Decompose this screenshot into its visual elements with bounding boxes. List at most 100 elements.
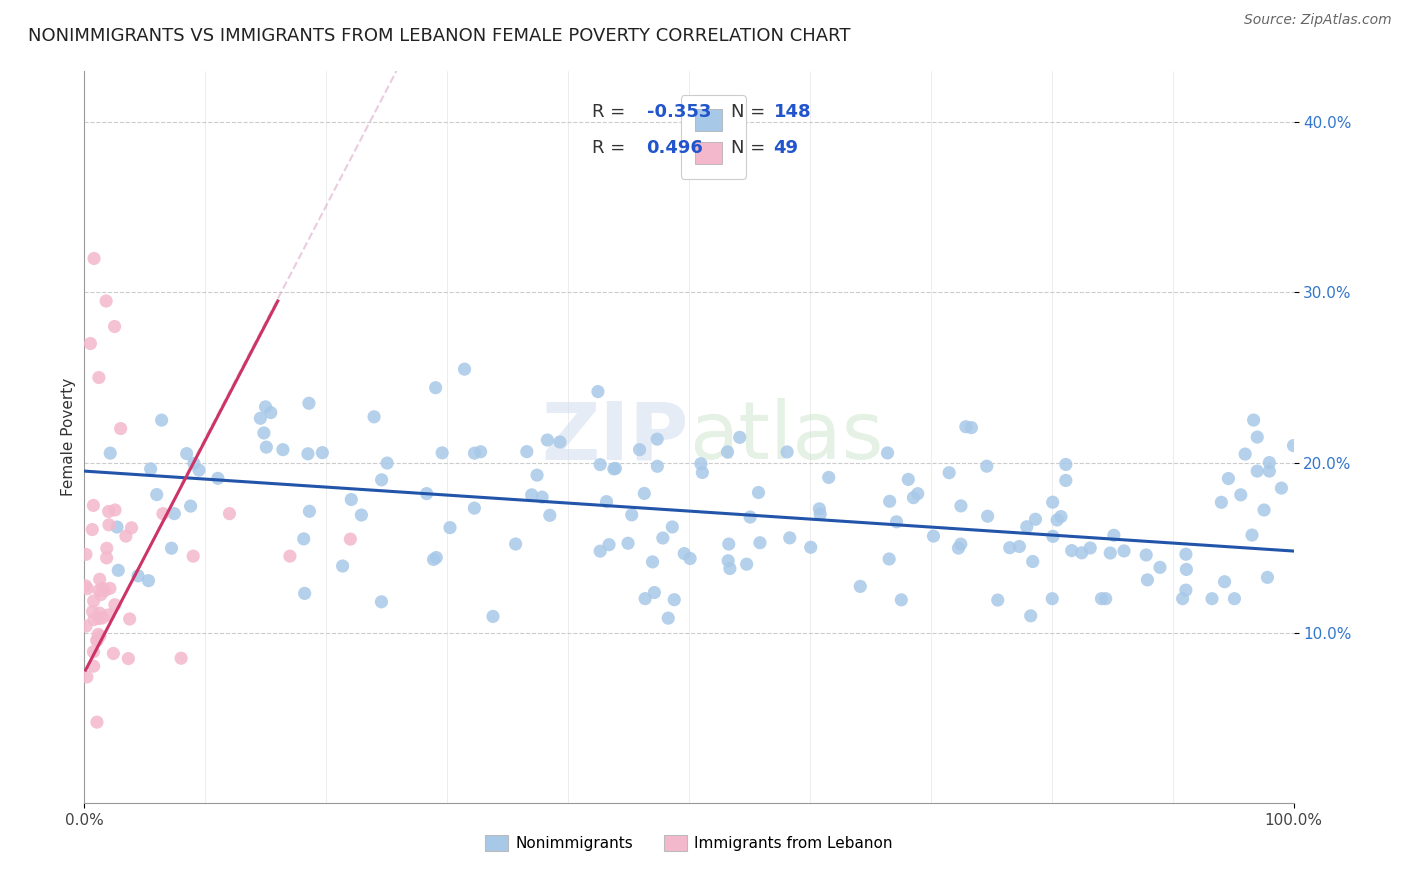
Point [526, 468, 548, 483]
Point [589, 458, 612, 472]
Point [643, 585, 665, 599]
Point [118, 612, 141, 626]
Point [83, 594, 105, 608]
Text: Source: ZipAtlas.com: Source: ZipAtlas.com [1244, 13, 1392, 28]
Point [747, 485, 769, 500]
Point [976, 509, 998, 524]
Point [548, 435, 571, 450]
Point [1046, 513, 1069, 527]
Point [152, 507, 174, 521]
Point [1135, 548, 1157, 562]
Text: 49: 49 [773, 139, 799, 157]
Point [955, 419, 977, 434]
Point [1054, 458, 1077, 472]
Point [617, 536, 640, 550]
Point [97, 504, 120, 518]
Point [86, 633, 108, 648]
Point [188, 463, 211, 477]
Point [536, 433, 558, 447]
Point [718, 561, 741, 575]
Point [1175, 562, 1198, 576]
Point [160, 541, 183, 556]
Point [91, 611, 114, 625]
Point [1174, 547, 1197, 561]
Point [589, 544, 612, 558]
Point [948, 541, 970, 555]
Point [87, 370, 110, 384]
Point [93, 583, 115, 598]
Point [482, 609, 505, 624]
Point [1099, 546, 1122, 560]
Point [641, 555, 664, 569]
Point [800, 541, 823, 555]
Point [717, 554, 740, 568]
Point [86, 633, 108, 648]
Point [271, 442, 294, 457]
Point [1008, 540, 1031, 554]
Point [651, 531, 673, 545]
Point [110, 421, 132, 435]
Y-axis label: Female Poverty: Female Poverty [60, 378, 76, 496]
Point [105, 520, 128, 534]
Point [107, 563, 129, 577]
Text: R =: R = [592, 139, 631, 157]
Point [127, 569, 149, 583]
Point [808, 508, 831, 522]
Point [278, 549, 301, 563]
Point [1218, 471, 1240, 485]
Point [728, 430, 751, 444]
Point [115, 529, 138, 543]
Point [808, 501, 831, 516]
Point [76, 582, 98, 596]
Point [886, 515, 908, 529]
Text: 0.496: 0.496 [647, 139, 703, 157]
Point [82, 605, 104, 619]
Point [1050, 509, 1073, 524]
Point [76, 670, 98, 684]
Point [298, 504, 321, 518]
Point [90, 588, 112, 602]
Point [1090, 591, 1112, 606]
Point [516, 444, 538, 458]
Point [1042, 495, 1064, 509]
Text: ZIP: ZIP [541, 398, 689, 476]
Point [422, 552, 444, 566]
Point [876, 446, 898, 460]
Point [645, 432, 668, 446]
Point [976, 459, 998, 474]
Point [260, 406, 283, 420]
Point [103, 647, 125, 661]
Point [779, 531, 801, 545]
Point [634, 591, 657, 606]
Point [180, 499, 202, 513]
Point [1256, 570, 1278, 584]
Point [89, 572, 111, 586]
Point [97, 517, 120, 532]
Point [960, 420, 983, 434]
Point [89, 606, 111, 620]
Point [1240, 528, 1263, 542]
Text: R =: R = [592, 103, 631, 120]
Point [1112, 544, 1135, 558]
Point [311, 445, 333, 459]
Point [1054, 474, 1077, 488]
Point [647, 459, 669, 474]
Point [1070, 546, 1092, 560]
Point [717, 537, 740, 551]
Point [183, 456, 205, 470]
Point [218, 507, 240, 521]
Legend: Nonimmigrants, Immigrants from Lebanon: Nonimmigrants, Immigrants from Lebanon [479, 830, 898, 857]
Point [998, 541, 1021, 555]
Point [145, 487, 167, 501]
Point [117, 651, 139, 665]
Point [94, 293, 117, 308]
Point [430, 446, 453, 460]
Point [104, 503, 127, 517]
Point [82, 645, 104, 659]
Point [879, 494, 901, 508]
Point [249, 411, 271, 425]
Point [1246, 464, 1268, 478]
Point [470, 444, 492, 458]
Point [1102, 528, 1125, 542]
Point [150, 413, 173, 427]
